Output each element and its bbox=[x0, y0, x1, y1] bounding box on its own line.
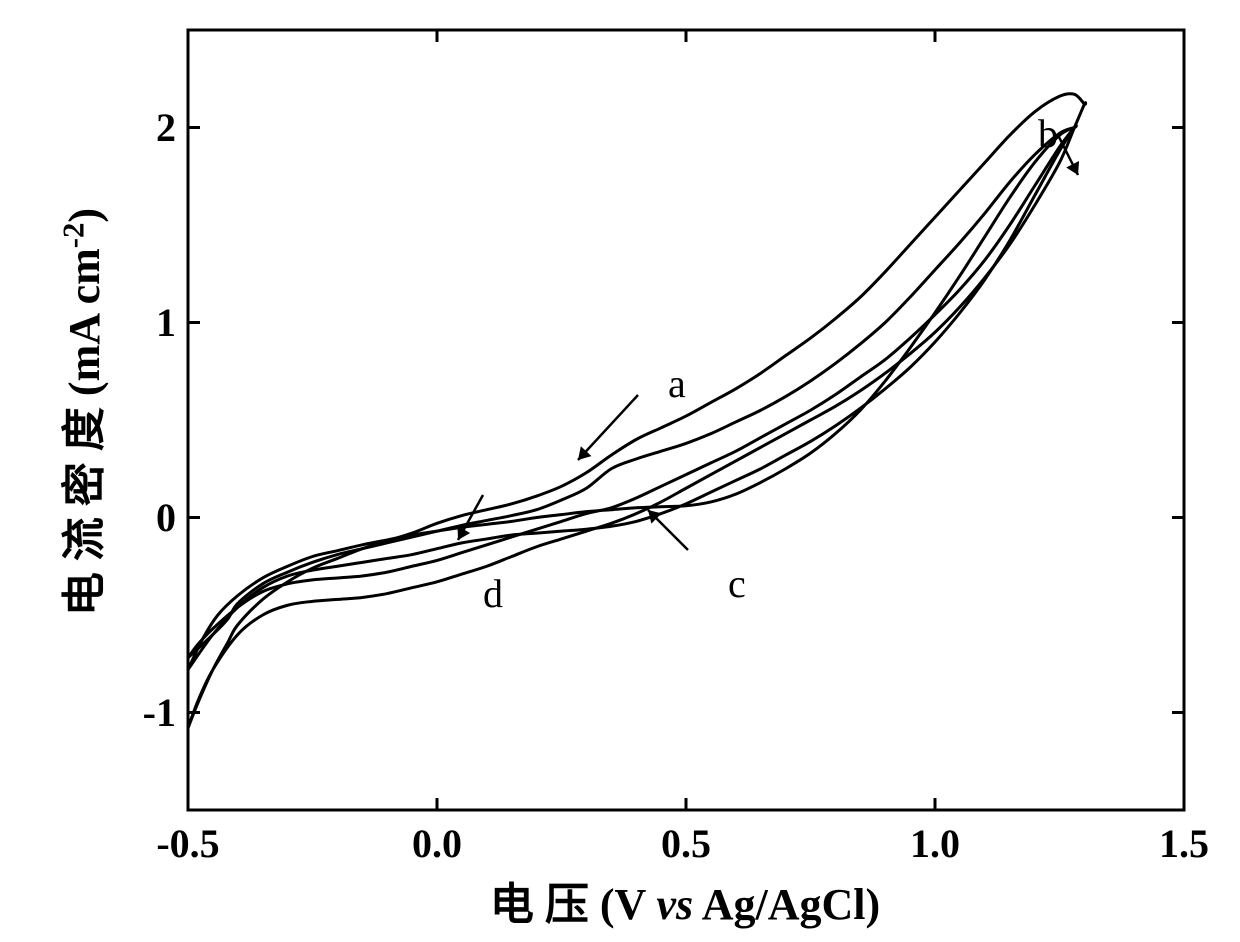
x-tick-label: 0.5 bbox=[641, 820, 731, 867]
y-tick-label: 0 bbox=[156, 494, 176, 541]
x-axis-label: 电 压 (V vs Ag/AgCl) bbox=[360, 868, 1010, 932]
label-a: a bbox=[668, 360, 686, 407]
cv-figure: 电 流 密 度 (mA cm-2) 电 压 (V vs Ag/AgCl) -0.… bbox=[0, 0, 1240, 942]
x-tick-label: 1.5 bbox=[1139, 820, 1229, 867]
y-axis-label-text: 电 流 密 度 bbox=[60, 407, 109, 616]
x-axis-label-part1: 电 压 (V bbox=[490, 880, 657, 929]
x-axis-label-vs: vs bbox=[656, 880, 693, 929]
y-axis-unit-suffix: ) bbox=[60, 208, 109, 223]
y-tick-label: -1 bbox=[143, 689, 176, 736]
label-c: c bbox=[728, 560, 746, 607]
y-tick-label: 2 bbox=[156, 104, 176, 151]
x-axis-label-part3: Ag/AgCl) bbox=[693, 880, 880, 929]
x-tick-label: -0.5 bbox=[143, 820, 233, 867]
y-axis-label: 电 流 密 度 (mA cm-2) bbox=[48, 162, 112, 662]
y-axis-unit-sup: -2 bbox=[56, 223, 90, 249]
label-d: d bbox=[483, 570, 503, 617]
label-b: b bbox=[1038, 110, 1058, 157]
x-tick-label: 1.0 bbox=[890, 820, 980, 867]
y-axis-unit-prefix: (mA cm bbox=[60, 248, 109, 407]
y-tick-label: 1 bbox=[156, 299, 176, 346]
x-tick-label: 0.0 bbox=[392, 820, 482, 867]
